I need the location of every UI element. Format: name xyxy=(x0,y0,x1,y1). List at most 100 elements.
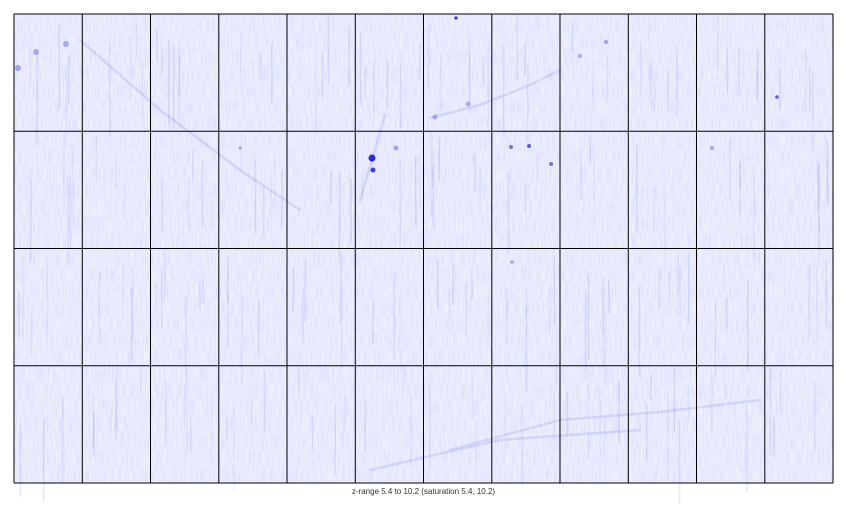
streak-mark xyxy=(516,14,518,81)
intensity-spot xyxy=(510,260,514,264)
streak-mark xyxy=(61,396,64,483)
streak-mark xyxy=(110,407,112,433)
streak-mark xyxy=(18,292,20,338)
streak-mark xyxy=(30,179,32,262)
streak-mark xyxy=(722,262,725,292)
streak-mark xyxy=(399,64,402,129)
streak-mark xyxy=(438,137,440,181)
streak-mark xyxy=(658,269,661,309)
streak-mark xyxy=(812,72,814,151)
streak-mark xyxy=(739,159,741,216)
streak-mark xyxy=(334,405,336,475)
streak-mark xyxy=(589,135,592,163)
streak-mark xyxy=(67,174,69,265)
streak-mark xyxy=(36,51,38,145)
streak-mark xyxy=(638,286,641,376)
streak-mark xyxy=(667,390,669,480)
streak-mark xyxy=(432,165,435,230)
streak-mark xyxy=(475,419,478,462)
streak-mark xyxy=(587,382,590,459)
streak-mark xyxy=(98,271,101,346)
streak-mark xyxy=(415,157,417,225)
streak-mark xyxy=(825,261,828,330)
streak-mark xyxy=(372,299,374,343)
streak-mark xyxy=(587,273,590,360)
streak-mark xyxy=(399,160,401,248)
streak-mark xyxy=(330,170,332,204)
streak-mark xyxy=(584,289,587,381)
streak-mark xyxy=(178,38,181,129)
intensity-spot xyxy=(370,167,376,173)
intensity-spot xyxy=(454,16,458,20)
streak-mark xyxy=(808,264,810,340)
streak-mark xyxy=(711,372,713,434)
trail-mark xyxy=(368,428,642,472)
streak-mark xyxy=(604,301,607,390)
streak-mark xyxy=(599,388,601,458)
streak-mark xyxy=(165,380,167,446)
streak-mark xyxy=(185,295,187,377)
streak-mark xyxy=(555,305,557,394)
streak-mark xyxy=(814,382,816,452)
streak-mark xyxy=(364,68,366,99)
streak-mark xyxy=(250,400,253,426)
streak-mark xyxy=(178,55,181,97)
streak-mark xyxy=(311,415,314,452)
streak-mark xyxy=(364,399,366,454)
streak-mark xyxy=(604,416,606,454)
streak-mark xyxy=(274,160,276,207)
streak-mark xyxy=(199,282,201,309)
streak-mark xyxy=(549,286,551,336)
streak-mark xyxy=(687,384,690,423)
streak-mark xyxy=(29,48,32,88)
streak-mark xyxy=(164,248,166,299)
streak-mark xyxy=(769,368,772,455)
trail-mark xyxy=(428,68,562,120)
streak-mark xyxy=(487,293,490,338)
streak-mark xyxy=(58,24,61,110)
streak-mark xyxy=(818,164,820,252)
streak-mark xyxy=(465,283,467,337)
streak-mark xyxy=(141,65,144,118)
streak-mark xyxy=(504,391,506,448)
streak-mark xyxy=(553,255,556,326)
streak-mark xyxy=(506,287,508,344)
streak-mark xyxy=(429,383,431,470)
streak-mark xyxy=(566,392,569,438)
streak-mark xyxy=(115,368,118,430)
streak-mark xyxy=(650,62,653,106)
streak-mark xyxy=(677,252,679,295)
streak-mark xyxy=(502,45,505,138)
streak-mark xyxy=(507,172,510,254)
streak-mark xyxy=(468,34,471,85)
streak-mark xyxy=(673,366,676,432)
streak-mark xyxy=(726,297,728,330)
streak-mark xyxy=(350,178,352,244)
streak-mark xyxy=(339,254,342,325)
streak-mark xyxy=(440,53,442,109)
streak-mark xyxy=(67,57,70,105)
streak-mark xyxy=(292,267,295,313)
streak-mark xyxy=(130,35,132,79)
streak-mark xyxy=(804,50,807,114)
streak-mark xyxy=(593,144,595,223)
streak-mark xyxy=(726,48,729,95)
streak-mark xyxy=(359,32,362,107)
streak-mark xyxy=(738,47,740,96)
streak-mark xyxy=(161,48,163,79)
streak-mark xyxy=(254,160,257,234)
streak-mark xyxy=(115,160,117,189)
streak-mark xyxy=(816,265,818,340)
streak-mark xyxy=(817,159,819,212)
streak-mark xyxy=(161,178,163,233)
streak-mark xyxy=(653,71,656,111)
streak-mark xyxy=(648,22,651,100)
streak-mark xyxy=(468,53,471,112)
intensity-spot xyxy=(368,154,376,162)
streak-mark xyxy=(602,289,604,365)
streak-mark xyxy=(42,419,45,502)
streak-mark xyxy=(553,389,555,452)
trail-mark xyxy=(448,398,762,452)
streak-mark xyxy=(341,408,344,442)
streak-mark xyxy=(773,417,775,457)
